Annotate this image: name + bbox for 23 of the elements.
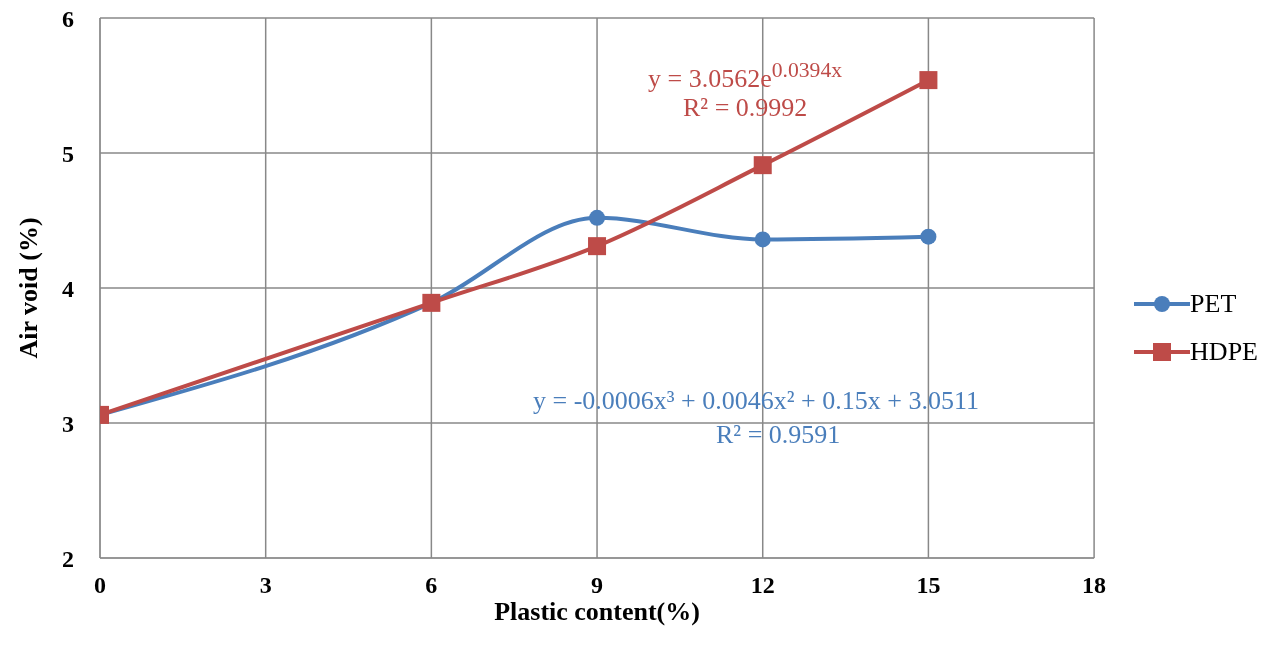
point bbox=[919, 71, 938, 90]
x-axis-title: Plastic content(%) bbox=[494, 597, 700, 626]
x-tick-label: 15 bbox=[916, 572, 941, 599]
y-tick-label: 3 bbox=[62, 410, 74, 437]
x-tick-label: 6 bbox=[425, 572, 438, 599]
y-tick-label: 5 bbox=[62, 140, 74, 167]
x-tick-label: 12 bbox=[750, 572, 775, 599]
point bbox=[588, 237, 607, 256]
legend-label: HDPE bbox=[1190, 337, 1258, 367]
x-tick-label: 0 bbox=[94, 572, 106, 599]
point bbox=[753, 156, 772, 175]
y-tick-label: 2 bbox=[62, 545, 74, 572]
annotation: R² = 0.9591 bbox=[716, 420, 841, 450]
x-tick-label: 9 bbox=[591, 572, 604, 599]
legend-label: PET bbox=[1190, 289, 1237, 319]
y-tick-label: 6 bbox=[62, 5, 74, 32]
point bbox=[754, 231, 771, 248]
point bbox=[920, 228, 937, 245]
x-tick-label: 18 bbox=[1082, 572, 1107, 599]
point bbox=[589, 209, 606, 226]
x-tick-label: 3 bbox=[259, 572, 272, 599]
y-axis-title: Air void (%) bbox=[14, 217, 44, 359]
y-tick-label: 4 bbox=[62, 275, 74, 302]
